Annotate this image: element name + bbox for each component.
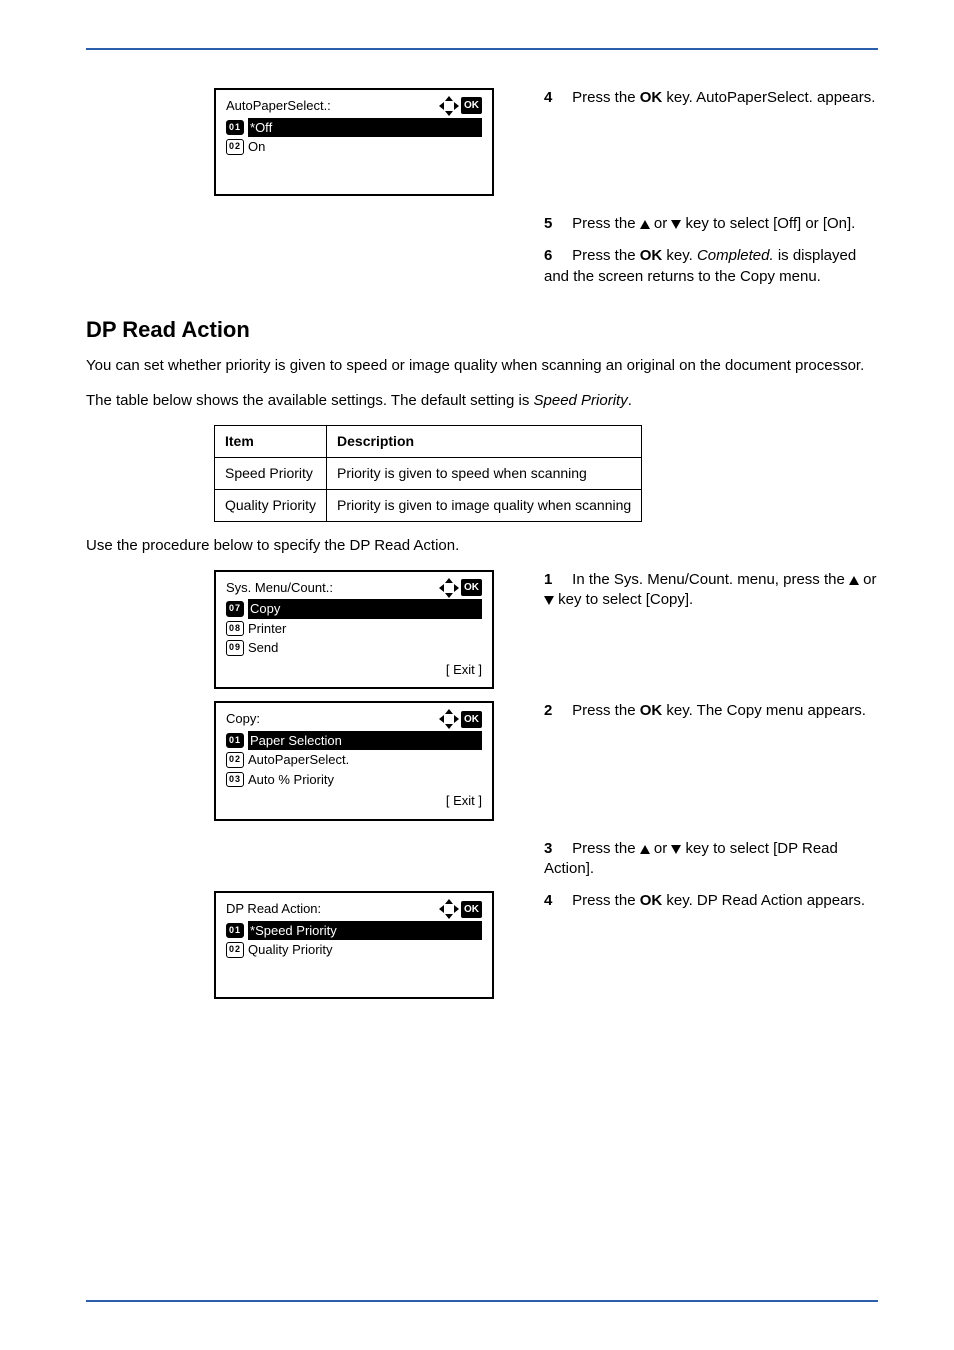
lcd-sysmenu: Sys. Menu/Count.: OK 07Copy 08Printer 09… — [214, 570, 494, 690]
ok-icon: OK — [461, 97, 482, 114]
table-header: Description — [327, 425, 642, 457]
lcd-copy: Copy: OK 01Paper Selection 02AutoPaperSe… — [214, 701, 494, 821]
lcd-dpread: DP Read Action: OK 01*Speed Priority 02Q… — [214, 891, 494, 999]
lcd-title: Copy: — [226, 709, 260, 729]
intro-2: The table below shows the available sett… — [86, 391, 878, 411]
line-label: On — [248, 137, 482, 157]
lcd-title: Sys. Menu/Count.: — [226, 578, 333, 598]
down-arrow-icon — [671, 845, 681, 854]
ok-icon: OK — [461, 901, 482, 918]
nav-arrows-icon — [441, 98, 457, 114]
step-1: 1 In the Sys. Menu/Count. menu, press th… — [544, 570, 878, 611]
section-title: DP Read Action — [86, 315, 878, 345]
table-header: Item — [215, 425, 327, 457]
settings-table: Item Description Speed Priority Priority… — [214, 425, 642, 522]
lcd-footer: [ Exit ] — [226, 791, 482, 811]
lcd-icons: OK — [441, 97, 482, 114]
up-arrow-icon — [849, 576, 859, 585]
down-arrow-icon — [544, 596, 554, 605]
step-4b: 4 Press the OK key. DP Read Action appea… — [544, 891, 878, 911]
lcd-title: DP Read Action: — [226, 899, 321, 919]
line-label: *Off — [248, 118, 482, 138]
lcd-footer: [ Exit ] — [226, 660, 482, 680]
ok-icon: OK — [461, 711, 482, 728]
up-arrow-icon — [640, 845, 650, 854]
nav-arrows-icon — [441, 901, 457, 917]
up-arrow-icon — [640, 220, 650, 229]
lcd-title: AutoPaperSelect.: — [226, 96, 331, 116]
step-2: 2 Press the OK key. The Copy menu appear… — [544, 701, 878, 721]
step-3: 3 Press the or key to select [DP Read Ac… — [544, 839, 878, 880]
lcd-autopaperselect: AutoPaperSelect.: OK 01 *Off 02 On — [214, 88, 494, 196]
line-num: 02 — [226, 139, 244, 155]
line-num: 01 — [226, 120, 244, 136]
table-row: Quality Priority Priority is given to im… — [215, 489, 642, 521]
step-5: 5 Press the or key to select [Off] or [O… — [544, 214, 878, 234]
step-4: 4 Press the OK key. AutoPaperSelect. app… — [544, 88, 878, 108]
down-arrow-icon — [671, 220, 681, 229]
step-6: 6 Press the OK key. Completed. is displa… — [544, 246, 878, 287]
intro-1: You can set whether priority is given to… — [86, 356, 878, 376]
table-row: Speed Priority Priority is given to spee… — [215, 457, 642, 489]
top-divider — [86, 48, 878, 50]
nav-arrows-icon — [441, 711, 457, 727]
nav-arrows-icon — [441, 580, 457, 596]
bottom-divider — [86, 1300, 878, 1302]
table-header-row: Item Description — [215, 425, 642, 457]
proc-intro: Use the procedure below to specify the D… — [86, 536, 878, 556]
ok-icon: OK — [461, 579, 482, 596]
